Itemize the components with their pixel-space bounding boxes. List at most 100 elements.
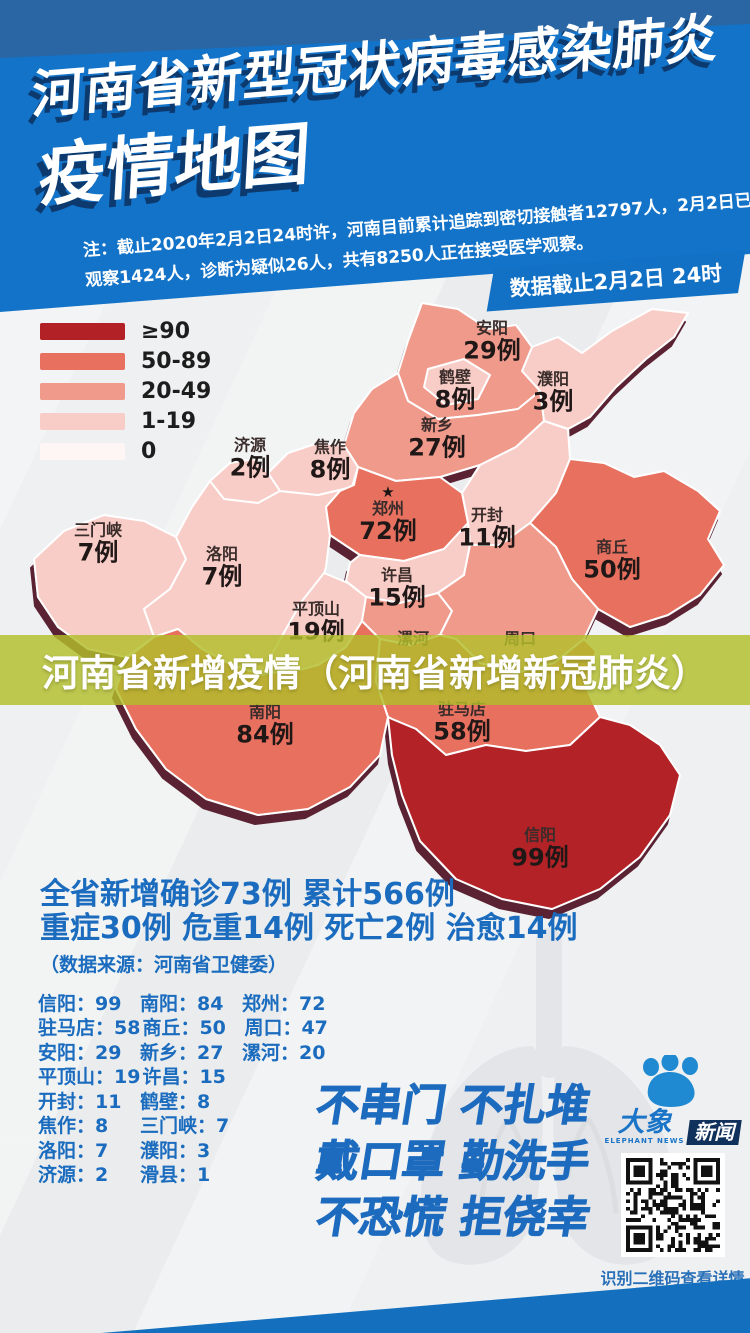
- city-row: 焦作：8 三门峡：7: [38, 1113, 346, 1138]
- banner-background: [0, 635, 750, 705]
- city-row: 信阳：99 南阳：84 郑州：72: [38, 990, 346, 1015]
- region-name: 三门峡: [73, 520, 123, 540]
- data-source: （数据来源：河南省卫健委）: [40, 954, 288, 976]
- legend-label: 1-19: [141, 408, 197, 434]
- legend-label: 20-49: [141, 378, 212, 404]
- region-name: 鹤壁: [438, 367, 472, 387]
- region-case-count: 2例: [229, 453, 271, 482]
- region-case-count: 3例: [532, 387, 574, 416]
- city-case-list: 信阳：99 南阳：84 郑州：72 驻马店：58 商丘：50 周口：47 安阳：29 新乡：2…: [38, 990, 346, 1187]
- legend-swatch: [40, 382, 125, 400]
- map-label-nanyang: 南阳 84例: [236, 703, 294, 749]
- map-label-kaifeng: 开封 11例: [458, 505, 516, 552]
- legend-row: 50-89: [40, 346, 211, 376]
- map-region-hebi: [423, 358, 491, 406]
- city-case-item: 漯河：20: [242, 1041, 326, 1064]
- summary-line-2: 重症30例 危重14例 死亡2例 治愈14例: [40, 911, 578, 946]
- slogan-line-3: 不恐慌 拒侥幸: [312, 1192, 594, 1243]
- map-label-sanmenxia: 三门峡 7例: [73, 520, 123, 567]
- city-case-item: 济源：2: [38, 1164, 109, 1187]
- overlay-title-banner: 河南省新增疫情（河南省新增新冠肺炎）: [0, 635, 750, 705]
- legend-label: 0: [141, 438, 157, 464]
- city-case-item: 许昌：15: [142, 1066, 226, 1089]
- region-name: 安阳: [475, 318, 508, 338]
- city-case-item: 三门峡：7: [140, 1115, 230, 1138]
- region-name: 济源: [233, 435, 267, 455]
- city-case-item: 信阳：99: [38, 992, 122, 1015]
- map-label-shangqiu: 商丘 50例: [583, 537, 641, 584]
- publisher-block: 大象 ELEPHANT NEWS 新闻 识别二维码查看详情: [600, 1055, 745, 1289]
- region-case-count: 8例: [434, 385, 476, 414]
- map-region-xinyang: [387, 716, 681, 910]
- map-label-jiyuan: 济源 2例: [229, 435, 271, 482]
- map-label-zhengzhou: ★ 郑州 72例: [359, 485, 416, 545]
- map-label-zhumadian: 驻马店 58例: [433, 700, 491, 746]
- region-case-count: 72例: [359, 517, 417, 546]
- legend-row: 20-49: [40, 376, 211, 406]
- city-row: 安阳：29 新乡：27 漯河：20: [38, 1039, 346, 1064]
- region-name: 洛阳: [205, 544, 239, 564]
- legend-row: ≥90: [40, 316, 211, 346]
- legend-swatch: [40, 352, 125, 370]
- city-case-item: 鹤壁：8: [140, 1090, 211, 1113]
- map-label-puyang: 濮阳 3例: [532, 369, 574, 416]
- region-name: 平顶山: [291, 599, 340, 619]
- elephant-paw-icon: [642, 1055, 698, 1107]
- map-label-xuchang: 许昌 15例: [368, 565, 426, 612]
- map-label-anyang: 安阳 29例: [463, 318, 521, 365]
- region-case-count: 84例: [236, 720, 294, 749]
- brand-box: 新闻: [686, 1120, 743, 1145]
- city-row: 开封：11 鹤壁：8: [38, 1088, 346, 1113]
- city-case-item: 开封：11: [38, 1090, 122, 1113]
- brand-wordmark: 大象 ELEPHANT NEWS 新闻: [600, 1109, 745, 1145]
- map-label-xinyang: 信阳 99例: [511, 825, 569, 872]
- prevention-slogan: 不串门 不扎堆 戴口罩 勤洗手 不恐慌 拒侥幸: [288, 1078, 618, 1246]
- qr-code: [620, 1153, 725, 1257]
- slogan-line-2: 戴口罩 勤洗手: [312, 1136, 594, 1187]
- region-case-count: 7例: [201, 562, 243, 591]
- slogan-line-1: 不串门 不扎堆: [312, 1080, 594, 1131]
- region-case-count: 8例: [309, 455, 351, 484]
- legend-row: 0: [40, 436, 211, 466]
- map-legend: ≥90 50-89 20-49 1-19 0: [40, 316, 211, 466]
- brand-en: ELEPHANT NEWS: [604, 1137, 685, 1145]
- region-case-count: 58例: [433, 717, 491, 746]
- region-case-count: 11例: [458, 523, 516, 552]
- map-region-jiyuan: [209, 458, 281, 504]
- city-row: 济源：2 滑县：1: [38, 1162, 346, 1187]
- map-label-jiaozuo: 焦作 8例: [309, 437, 351, 484]
- region-name: 新乡: [420, 415, 453, 435]
- city-case-item: 平顶山：19: [38, 1066, 141, 1089]
- region-case-count: 50例: [583, 555, 641, 584]
- region-name: 开封: [470, 505, 503, 525]
- capital-star-icon: ★: [381, 483, 395, 502]
- map-label-xinxiang: 新乡 27例: [408, 415, 465, 462]
- city-case-item: 郑州：72: [242, 992, 326, 1015]
- banner-text: 河南省新增疫情（河南省新增新冠肺炎）: [42, 652, 708, 695]
- legend-swatch: [40, 442, 125, 460]
- city-case-item: 洛阳：7: [38, 1139, 109, 1162]
- map-label-luoyang: 洛阳 7例: [201, 544, 243, 591]
- region-name: 许昌: [380, 565, 413, 585]
- legend-label: 50-89: [141, 348, 212, 374]
- city-case-item: 商丘：50: [142, 1017, 226, 1040]
- region-name: 濮阳: [536, 369, 570, 389]
- region-case-count: 15例: [368, 583, 426, 612]
- region-name: 商丘: [595, 537, 628, 557]
- region-case-count: 99例: [511, 843, 569, 872]
- city-case-item: 焦作：8: [38, 1115, 109, 1138]
- province-summary: 全省新增确诊73例 累计566例 重症30例 危重14例 死亡2例 治愈14例 …: [40, 878, 577, 977]
- city-case-item: 濮阳：3: [140, 1139, 211, 1162]
- city-case-item: 驻马店：58: [38, 1017, 141, 1040]
- region-case-count: 29例: [463, 336, 521, 365]
- city-row: 洛阳：7 濮阳：3: [38, 1137, 346, 1162]
- brand-cn-secondary: 新闻: [694, 1120, 735, 1144]
- city-case-item: 周口：47: [244, 1017, 328, 1040]
- legend-swatch: [40, 412, 125, 430]
- region-name: 信阳: [523, 825, 556, 845]
- summary-line-1: 全省新增确诊73例 累计566例: [40, 877, 455, 912]
- legend-swatch: [40, 322, 125, 340]
- city-case-item: 安阳：29: [38, 1041, 122, 1064]
- region-name: 焦作: [313, 437, 347, 457]
